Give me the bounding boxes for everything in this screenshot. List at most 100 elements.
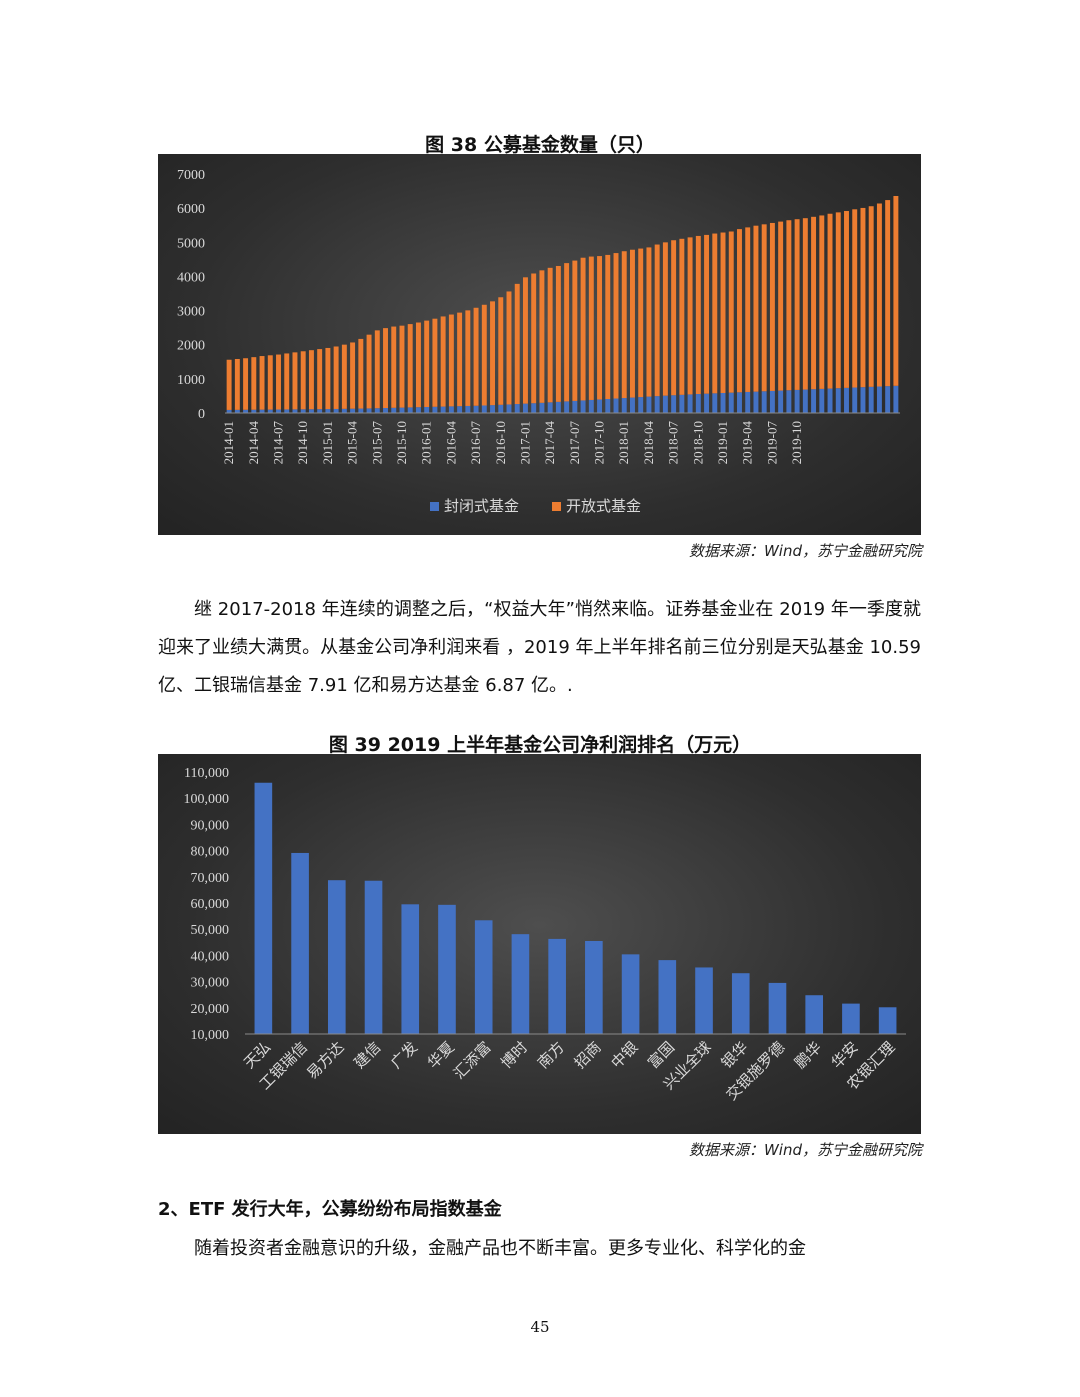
- bar-open-fund: [547, 267, 553, 403]
- bar-closed-fund: [333, 408, 339, 413]
- bar-open-fund: [399, 325, 405, 408]
- bar-closed-fund: [284, 409, 290, 413]
- bar-open-fund: [597, 256, 603, 400]
- bar-open-fund: [564, 263, 570, 402]
- bar-closed-fund: [415, 407, 421, 413]
- bar-open-fund: [885, 200, 891, 387]
- bar-closed-fund: [778, 390, 784, 413]
- fund-count-chart-svg: 0 1000 2000 3000 4000 5000 6000 7000 2014-01 2014…: [177, 168, 900, 515]
- x-tick-label: 2016-01: [419, 421, 434, 464]
- bar-closed-fund: [506, 404, 512, 413]
- bar-open-fund: [251, 357, 257, 410]
- bar-open-fund: [506, 291, 512, 405]
- bar-open-fund: [728, 231, 734, 393]
- x-tick-label: 2018-07: [666, 421, 681, 465]
- bar-closed-fund: [547, 402, 553, 413]
- y-tick-label: 5000: [177, 236, 205, 251]
- bar-open-fund: [786, 220, 792, 391]
- y-tick-label: 10,000: [191, 1028, 230, 1043]
- bar-open-fund: [646, 247, 652, 397]
- bar-open-fund: [613, 253, 619, 399]
- bar-closed-fund: [704, 393, 710, 413]
- page-number: 45: [530, 1318, 550, 1336]
- bar-closed-fund: [481, 405, 487, 413]
- bar-closed-fund: [737, 392, 742, 413]
- bar-open-fund: [555, 265, 561, 402]
- bar-open-fund: [876, 203, 882, 387]
- x-tick-label: 2015-07: [369, 421, 384, 465]
- bar-open-fund: [621, 251, 627, 399]
- x-tick-label: 2016-07: [468, 421, 483, 465]
- bar-closed-fund: [654, 396, 660, 413]
- bar-open-fund: [383, 328, 388, 409]
- x-tick-label: 2019-01: [715, 421, 730, 464]
- bar-open-fund: [712, 233, 718, 394]
- bar-open-fund: [465, 310, 471, 406]
- bar-open-fund: [753, 225, 759, 392]
- bar-closed-fund: [621, 398, 627, 413]
- bar-net-profit: [291, 852, 309, 1034]
- bar-open-fund: [317, 349, 323, 410]
- bar-open-fund: [737, 229, 742, 393]
- bar-net-profit: [842, 1003, 860, 1034]
- bar-closed-fund: [753, 391, 759, 413]
- bar-closed-fund: [473, 405, 479, 413]
- x-tick-label: 2017-04: [542, 421, 557, 465]
- y-tick-label: 80,000: [191, 845, 230, 860]
- bar-open-fund: [802, 218, 808, 390]
- bar-open-fund: [267, 355, 273, 410]
- bar-closed-fund: [292, 409, 298, 413]
- bar-closed-fund: [267, 409, 273, 413]
- bar-net-profit: [327, 880, 346, 1034]
- bar-closed-fund: [276, 409, 281, 413]
- body-paragraph-1: 继 2017-2018 年连续的调整之后，“权益大年”悄然来临。证券基金业在 2…: [158, 591, 921, 705]
- bar-open-fund: [243, 358, 249, 410]
- bar-closed-fund: [860, 387, 866, 413]
- bar-closed-fund: [522, 403, 528, 413]
- bar-closed-fund: [835, 388, 841, 413]
- bar-open-fund: [819, 215, 825, 389]
- bar-open-fund: [358, 338, 364, 409]
- bar-closed-fund: [325, 409, 331, 413]
- x-category-label: 易方达: [303, 1038, 348, 1083]
- bar-open-fund: [704, 234, 710, 394]
- bar-closed-fund: [243, 409, 249, 413]
- bar-net-profit: [511, 934, 530, 1034]
- x-tick-label: 2019-04: [740, 421, 755, 465]
- bar-open-fund: [308, 350, 314, 410]
- bar-closed-fund: [350, 408, 356, 413]
- x-tick-label: 2014-07: [271, 421, 286, 465]
- y-tick-label: 4000: [177, 270, 205, 285]
- x-tick-label: 2017-07: [567, 421, 582, 465]
- y-tick-label: 70,000: [191, 871, 230, 886]
- figure38-title: 图 38 公募基金数量（只）: [425, 134, 655, 156]
- bar-open-fund: [300, 351, 306, 410]
- y-tick-label: 50,000: [191, 923, 230, 938]
- bar-closed-fund: [226, 409, 232, 413]
- bar-closed-fund: [234, 409, 240, 413]
- bar-closed-fund: [638, 397, 644, 413]
- paragraph-text: 随着投资者金融意识的升级，金融产品也不断丰富。更多专业化、科学化的金: [194, 1238, 806, 1259]
- bar-open-fund: [350, 342, 356, 409]
- bar-closed-fund: [893, 385, 899, 413]
- x-category-label: 鹏华: [791, 1038, 825, 1072]
- section-heading: 2、ETF 发行大年，公募纷纷布局指数基金: [158, 1199, 502, 1220]
- bar-open-fund: [432, 318, 438, 407]
- bar-closed-fund: [317, 409, 323, 413]
- bar-closed-fund: [844, 387, 849, 413]
- legend-swatch-open: [552, 502, 561, 511]
- bar-open-fund: [374, 330, 380, 409]
- bar-closed-fund: [613, 398, 619, 413]
- bar-net-profit: [548, 938, 566, 1034]
- bar-closed-fund: [769, 390, 775, 413]
- bar-net-profit: [621, 954, 640, 1034]
- x-category-label: 招商: [571, 1038, 605, 1072]
- legend-swatch-closed: [430, 502, 439, 511]
- bar-net-profit: [805, 995, 824, 1034]
- x-tick-label: 2015-10: [394, 421, 409, 464]
- bar-open-fund: [852, 209, 858, 388]
- bar-net-profit: [878, 1007, 897, 1034]
- bar-closed-fund: [407, 407, 413, 413]
- bar-open-fund: [539, 270, 545, 403]
- x-tick-label: 2015-01: [320, 421, 335, 464]
